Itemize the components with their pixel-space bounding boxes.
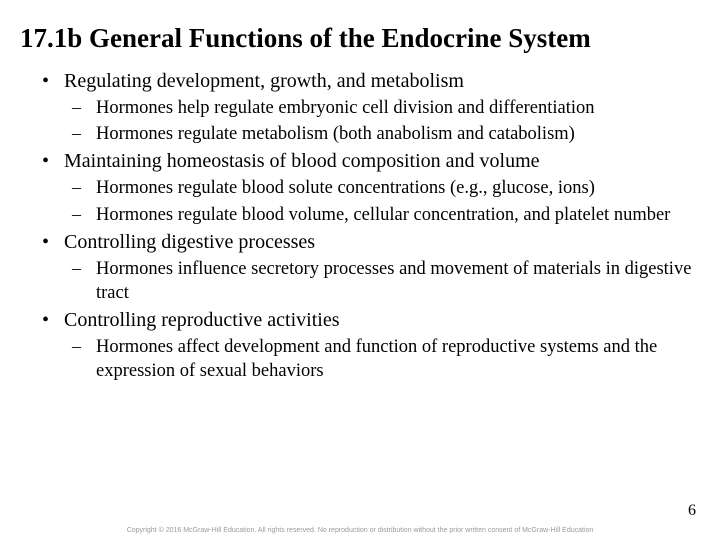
bullet-list: Regulating development, growth, and meta…	[20, 68, 700, 382]
slide: 17.1b General Functions of the Endocrine…	[0, 0, 720, 540]
sub-bullet-item: Hormones regulate metabolism (both anabo…	[96, 122, 700, 146]
bullet-item: Maintaining homeostasis of blood composi…	[64, 148, 700, 226]
sub-bullet-item: Hormones help regulate embryonic cell di…	[96, 96, 700, 120]
sub-bullet-item: Hormones influence secretory processes a…	[96, 257, 700, 305]
bullet-item: Controlling reproductive activities Horm…	[64, 307, 700, 383]
bullet-item: Regulating development, growth, and meta…	[64, 68, 700, 146]
slide-title: 17.1b General Functions of the Endocrine…	[20, 22, 700, 54]
bullet-text: Maintaining homeostasis of blood composi…	[64, 150, 540, 172]
page-number: 6	[688, 502, 696, 520]
copyright-text: Copyright © 2016 McGraw-Hill Education. …	[0, 527, 720, 534]
sub-bullet-list: Hormones regulate blood solute concentra…	[64, 176, 700, 226]
sub-bullet-list: Hormones affect development and function…	[64, 335, 700, 383]
sub-bullet-item: Hormones regulate blood solute concentra…	[96, 176, 700, 200]
sub-bullet-list: Hormones influence secretory processes a…	[64, 257, 700, 305]
bullet-item: Controlling digestive processes Hormones…	[64, 229, 700, 305]
bullet-text: Controlling reproductive activities	[64, 309, 340, 331]
sub-bullet-item: Hormones regulate blood volume, cellular…	[96, 203, 700, 227]
bullet-text: Regulating development, growth, and meta…	[64, 70, 464, 92]
sub-bullet-list: Hormones help regulate embryonic cell di…	[64, 96, 700, 146]
bullet-text: Controlling digestive processes	[64, 231, 315, 253]
sub-bullet-item: Hormones affect development and function…	[96, 335, 700, 383]
